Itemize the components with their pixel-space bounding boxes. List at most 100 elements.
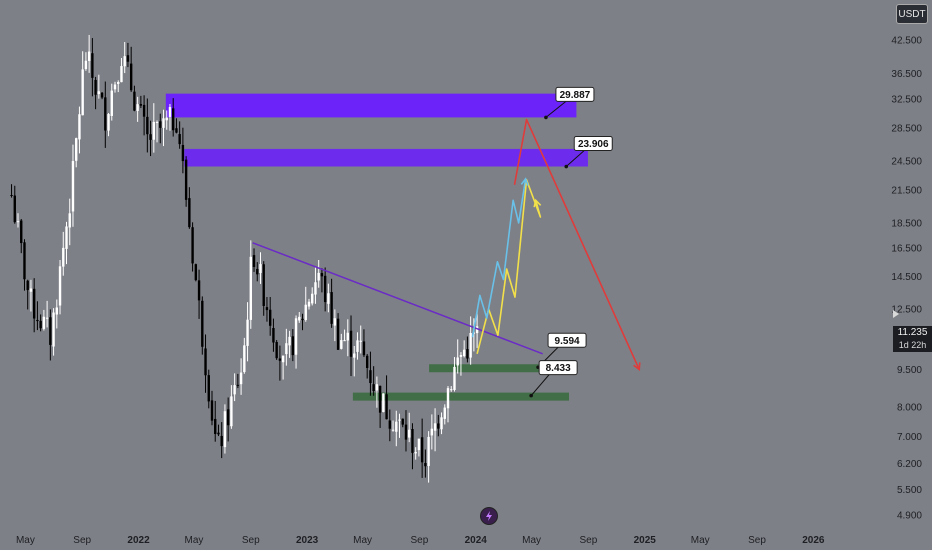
candle-body [420, 437, 424, 463]
support-zone [429, 364, 572, 373]
candle-body [91, 53, 94, 78]
candle-body [123, 56, 126, 67]
price-tick-label: 16.500 [891, 244, 922, 255]
candle-body [304, 304, 307, 320]
candle-body [155, 121, 159, 123]
candle-body [243, 345, 246, 373]
candle-body [36, 319, 39, 322]
candle-body [314, 282, 317, 295]
candle-body [372, 384, 375, 392]
candle-body [427, 436, 430, 466]
time-tick-label: 2022 [127, 535, 150, 546]
candle-body [285, 343, 288, 355]
candle-body [100, 92, 104, 98]
candle-body [191, 227, 194, 264]
candle-body [87, 51, 91, 61]
candle-body [133, 91, 136, 111]
candle-body [45, 317, 49, 319]
candle-body [430, 428, 434, 436]
candle-body [349, 330, 353, 357]
candle-body [291, 336, 295, 356]
candle-body [107, 114, 110, 131]
red-projection-arrowhead [633, 362, 641, 371]
candle-body [168, 107, 172, 117]
candle-body [42, 316, 46, 329]
candle-body [469, 332, 472, 358]
candle-body [378, 385, 382, 413]
price-tick-label: 12.500 [891, 305, 922, 316]
support-tag-1-text: 9.594 [555, 336, 580, 347]
price-tags-layer: 29.887 23.906 9.594 8.433 [529, 86, 613, 398]
candle-body [117, 82, 120, 84]
candle-body [65, 226, 68, 249]
candle-body [39, 320, 42, 329]
time-tick-label: 2024 [465, 535, 488, 546]
candle-body [207, 375, 210, 402]
resistance-tag-2-text: 23.906 [578, 139, 609, 150]
time-tick-label: Sep [580, 535, 598, 546]
candle-body [26, 280, 29, 291]
resistance-tag-1-pointer [545, 101, 567, 118]
candle-body [178, 134, 181, 145]
candle-body [475, 326, 479, 334]
candle-body [210, 400, 214, 421]
tradingview-lightning-icon[interactable] [480, 507, 498, 525]
time-tick-label: 2025 [634, 535, 657, 546]
candle-body [165, 117, 168, 121]
candle-body [459, 354, 463, 357]
scale-arrow-icon[interactable] [893, 310, 899, 318]
time-axis[interactable]: May Sep 2022 May Sep 2023 May Sep 2024 May Sep 2025… [16, 535, 825, 546]
candle-body [317, 272, 320, 281]
candle-body [343, 340, 346, 342]
candle-body [159, 121, 162, 128]
candle-body [288, 336, 291, 346]
price-tick-label: 14.500 [891, 272, 922, 283]
candle-body [62, 247, 65, 267]
candle-body [175, 128, 178, 133]
resistance-tag-1-box [555, 86, 595, 102]
price-tick-label: 18.500 [891, 218, 922, 229]
yellow-projection-path [476, 179, 542, 354]
red-projection-path [513, 118, 640, 370]
candle-body [298, 316, 301, 321]
support-tag-2-anchor [529, 393, 533, 398]
candle-body [32, 288, 36, 319]
currency-badge[interactable]: USDT [896, 4, 928, 24]
candle-body [75, 138, 78, 161]
candle-body [265, 307, 269, 311]
candle-body [398, 419, 401, 421]
price-tick-label: 21.500 [891, 185, 922, 196]
candle-body [23, 242, 26, 280]
time-tick-label: Sep [73, 535, 91, 546]
resistance-zone [184, 148, 588, 167]
candle-body [385, 394, 388, 420]
candle-body [294, 318, 298, 355]
zones-layer [165, 93, 588, 401]
price-tick-label: 7.000 [897, 432, 922, 443]
candle-body [262, 264, 265, 306]
candle-body [401, 418, 404, 425]
time-tick-label: Sep [410, 535, 428, 546]
candle-body [340, 340, 343, 349]
support-tag-1-box [547, 332, 587, 348]
projection-layer [471, 118, 641, 371]
candle-body [259, 264, 262, 273]
blue-projection-arrowhead [520, 177, 529, 186]
bar-countdown: 1d 22h [898, 340, 927, 350]
candle-body [268, 309, 272, 326]
candle-body [346, 332, 349, 341]
candle-body [391, 429, 395, 431]
price-scale[interactable]: 42.500 36.500 32.500 28.500 24.500 21.500 18.5… [891, 36, 922, 522]
candle-body [278, 358, 282, 361]
candle-body [362, 341, 366, 356]
candle-body [424, 463, 427, 467]
price-tick-label: 8.000 [897, 403, 922, 414]
candle-body [446, 388, 450, 409]
candle-body [84, 60, 88, 70]
candle-body [223, 411, 227, 448]
candle-body [311, 293, 314, 304]
resistance-tag-1-text: 29.887 [560, 90, 591, 101]
candle-body [440, 417, 443, 430]
candle-body [466, 349, 469, 359]
